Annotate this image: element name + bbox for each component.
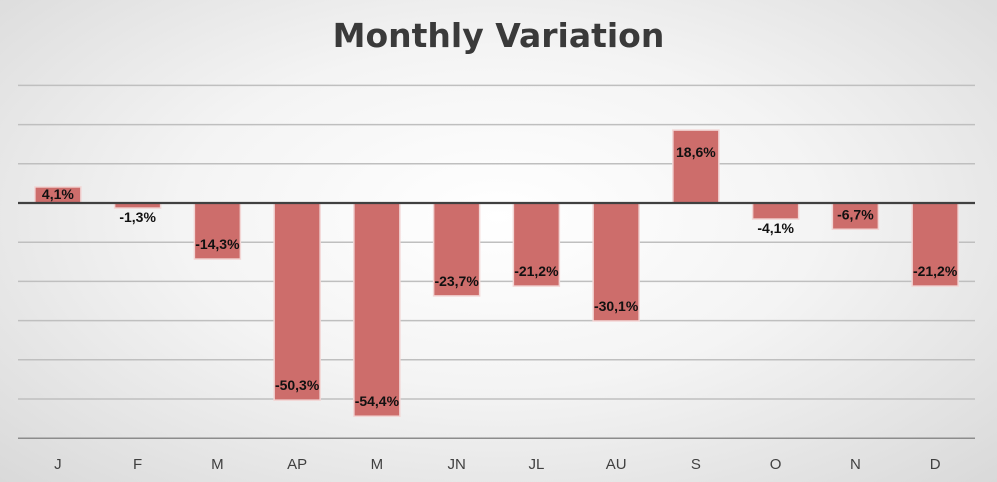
x-tick-label: M <box>211 456 224 473</box>
data-label: -1,3% <box>119 209 156 225</box>
bar <box>911 202 959 287</box>
x-tick-label: O <box>770 456 782 473</box>
data-label: -21,2% <box>913 263 958 279</box>
x-tick-label: AP <box>287 456 307 473</box>
data-label: -14,3% <box>195 236 240 252</box>
data-label: -4,1% <box>757 220 794 236</box>
bar <box>672 129 720 204</box>
bar <box>751 202 800 220</box>
x-tick-label: J <box>54 456 62 473</box>
chart-title: Monthly Variation <box>332 16 665 55</box>
data-label: -23,7% <box>434 273 479 289</box>
data-label: -54,4% <box>355 393 400 409</box>
x-tick-label: S <box>691 456 701 473</box>
data-label: -30,1% <box>594 298 639 314</box>
x-tick-label: JN <box>447 456 465 473</box>
data-label: 4,1% <box>42 186 74 202</box>
data-labels: 4,1% -1,3% -14,3% -50,3% -54,4% -23,7% -21,2% -… <box>42 144 958 409</box>
bar <box>353 202 401 417</box>
data-label: -21,2% <box>514 263 559 279</box>
x-tick-label: AU <box>606 456 627 473</box>
x-tick-label: N <box>850 456 861 473</box>
bars <box>34 129 959 417</box>
bar <box>193 202 242 260</box>
x-tick-labels: J F M AP M JN JL AU S O N D <box>54 456 941 473</box>
x-tick-label: D <box>930 456 941 473</box>
bar <box>273 202 321 401</box>
x-tick-label: JL <box>528 456 544 473</box>
data-label: 18,6% <box>676 144 716 160</box>
bar <box>512 202 561 287</box>
data-label: -50,3% <box>275 377 320 393</box>
gridlines <box>18 84 975 439</box>
x-tick-label: M <box>371 456 384 473</box>
data-label: -6,7% <box>837 206 874 222</box>
x-tick-label: F <box>133 456 142 473</box>
